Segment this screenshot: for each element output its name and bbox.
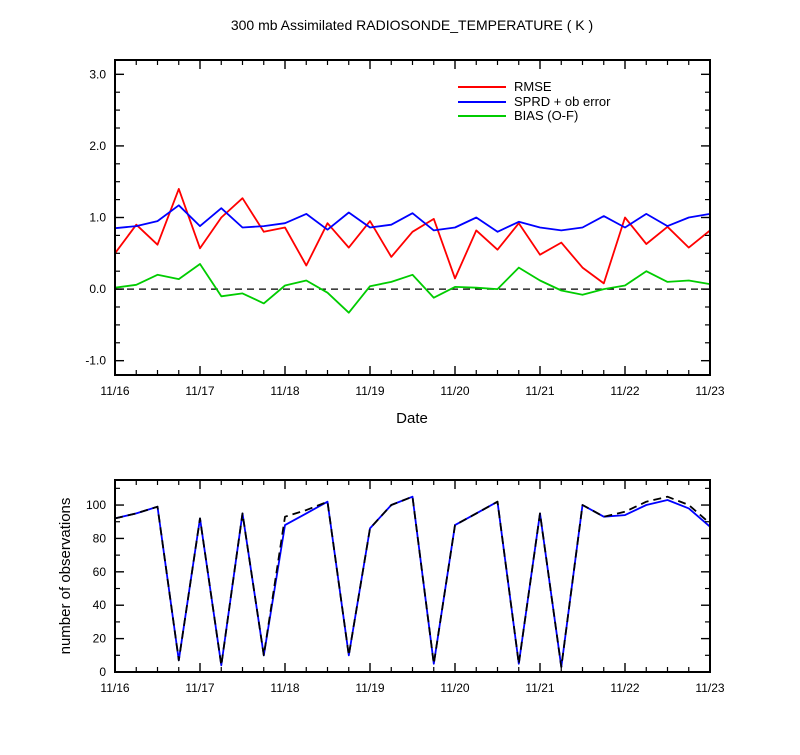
- y-tick-label: 3.0: [89, 67, 106, 81]
- x-tick-label: 11/17: [185, 681, 214, 695]
- rmse-line: [114, 187, 711, 285]
- y-tick-label: -1.0: [85, 354, 106, 368]
- legend-label-sprd: SPRD + ob error: [514, 94, 611, 109]
- x-tick-label: 11/23: [695, 681, 724, 695]
- x-tick-label: 11/22: [610, 681, 639, 695]
- top-panel: -1.0 0.0 1.0 2.0 3.0 11/16 11/17 11/18 11/19 11/2…: [85, 59, 725, 398]
- x-tick-label: 11/18: [270, 681, 299, 695]
- x-tick-label: 11/17: [185, 384, 214, 398]
- x-tick-label: 11/18: [270, 384, 299, 398]
- x-tick-label: 11/20: [440, 681, 469, 695]
- legend: RMSE SPRD + ob error BIAS (O-F): [458, 79, 611, 123]
- y-tick-label: 100: [86, 498, 106, 512]
- x-tick-label: 11/16: [100, 681, 129, 695]
- y-tick-label: 20: [93, 632, 107, 646]
- plot-frame: [114, 59, 711, 376]
- x-axis-label: Date: [396, 410, 428, 427]
- x-tick-label: 11/23: [695, 384, 724, 398]
- observations-assimilated-line: [114, 495, 711, 668]
- x-tick-label: 11/21: [525, 681, 554, 695]
- sprd-ob-error-line: [114, 204, 711, 233]
- y-tick-label: 0.0: [89, 282, 106, 296]
- observations-received-line: [114, 495, 711, 668]
- y-tick-label: 2.0: [89, 139, 106, 153]
- x-tick-label: 11/21: [525, 384, 554, 398]
- axis-ticks: [114, 480, 711, 673]
- legend-label-rmse: RMSE: [514, 79, 552, 94]
- x-tick-label: 11/22: [610, 384, 639, 398]
- x-tick-label: 11/19: [355, 681, 384, 695]
- y-tick-label: 80: [93, 531, 107, 545]
- x-tick-label: 11/16: [100, 384, 129, 398]
- y-tick-label: 60: [93, 565, 107, 579]
- x-tick-label: 11/19: [355, 384, 384, 398]
- y-axis-label-bottom: number of observations: [57, 498, 74, 655]
- y-tick-label: 0: [99, 665, 106, 679]
- chart-title: 300 mb Assimilated RADIOSONDE_TEMPERATUR…: [231, 17, 593, 33]
- legend-label-bias: BIAS (O-F): [514, 108, 578, 123]
- axis-ticks: [114, 60, 711, 375]
- plot-frame: [114, 479, 711, 673]
- bias-o-f-line: [114, 263, 711, 314]
- x-tick-label: 11/20: [440, 384, 469, 398]
- bottom-panel: 0 20 40 60 80 100 11/16 11/17 11/18 11/19 11/20 11/…: [86, 479, 725, 695]
- y-tick-label: 40: [93, 598, 107, 612]
- y-tick-label: 1.0: [89, 211, 106, 225]
